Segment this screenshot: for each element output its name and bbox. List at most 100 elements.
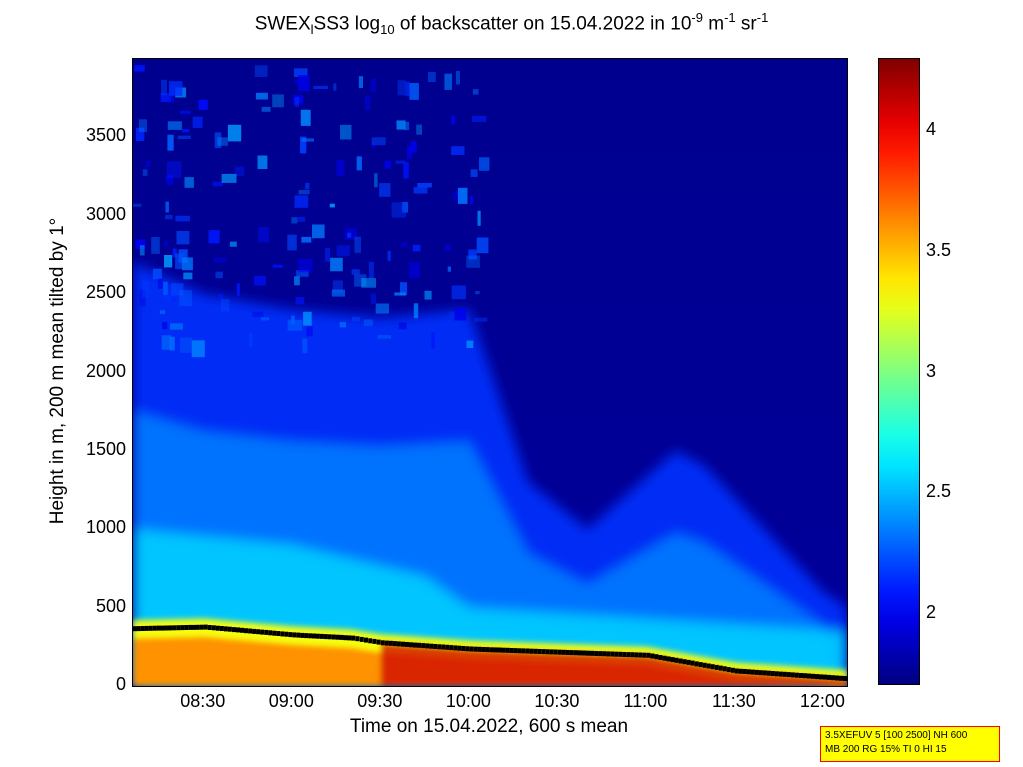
layer-marker xyxy=(835,675,839,681)
y-tick-label: 1000 xyxy=(85,517,126,538)
layer-marker xyxy=(272,630,277,636)
layer-marker xyxy=(219,626,224,631)
layer-marker xyxy=(521,648,526,654)
layer-marker xyxy=(425,643,430,649)
y-tick-label: 2500 xyxy=(85,282,126,303)
layer-marker xyxy=(706,663,711,669)
layer-marker xyxy=(529,648,534,654)
layer-marker xyxy=(347,635,352,641)
x-tick-label: 09:30 xyxy=(357,691,403,711)
layer-marker xyxy=(734,668,739,674)
x-tick-label: 10:00 xyxy=(445,691,491,711)
layer-marker xyxy=(634,652,639,658)
layer-marker xyxy=(384,640,389,646)
layer-marker xyxy=(501,647,506,653)
layer-marker xyxy=(722,666,727,672)
layer-marker xyxy=(445,644,450,650)
layer-marker xyxy=(794,672,799,678)
layer-marker xyxy=(248,628,253,634)
layer-marker xyxy=(453,645,458,651)
layer-marker xyxy=(594,651,599,656)
layer-marker xyxy=(730,667,735,673)
layer-marker xyxy=(557,649,562,655)
y-axis-label: Height in m, 200 m mean tilted by 1° xyxy=(47,217,68,525)
layer-marker xyxy=(590,650,594,656)
layer-marker xyxy=(140,626,145,631)
layer-marker xyxy=(541,649,546,655)
layer-marker xyxy=(569,650,574,656)
layer-marker xyxy=(533,648,538,654)
layer-marker xyxy=(678,658,683,664)
layer-marker xyxy=(714,664,719,670)
layer-marker xyxy=(811,673,815,679)
layer-marker xyxy=(698,662,703,668)
layer-marker xyxy=(437,644,442,650)
layer-marker xyxy=(392,641,397,647)
y-tick-label: 2000 xyxy=(85,360,126,381)
layer-markers xyxy=(133,624,847,681)
layer-marker xyxy=(517,648,522,654)
layer-marker xyxy=(750,669,755,675)
layer-marker xyxy=(505,647,510,653)
layer-marker xyxy=(682,659,687,665)
colorbar-tick-label: 3.5 xyxy=(926,239,952,260)
layer-marker xyxy=(549,649,554,655)
layer-marker xyxy=(770,671,775,676)
layer-marker xyxy=(782,671,787,677)
layer-marker xyxy=(433,644,438,649)
layer-marker xyxy=(614,651,619,657)
layer-marker xyxy=(654,654,659,660)
layer-marker xyxy=(650,653,655,659)
layer-marker xyxy=(525,648,530,654)
layer-marker xyxy=(807,673,811,679)
layer-marker xyxy=(376,639,381,645)
layer-marker xyxy=(718,665,723,671)
x-tick-label: 11:00 xyxy=(623,691,668,711)
layer-marker xyxy=(774,671,779,677)
x-tick-label: 11:30 xyxy=(712,691,756,711)
layer-marker xyxy=(180,625,185,631)
layer-marker xyxy=(331,634,336,640)
chart-title: SWEXlSS3 log10 of backscatter on 15.04.2… xyxy=(254,10,769,38)
layer-marker xyxy=(815,674,819,680)
layer-marker xyxy=(449,645,454,651)
layer-marker xyxy=(742,669,747,674)
layer-marker xyxy=(622,652,627,657)
layer-marker xyxy=(553,649,558,655)
layer-marker xyxy=(343,635,348,641)
info-box: 3.5XEFUV 5 [100 2500] NH 600 MB 200 RG 1… xyxy=(820,726,1000,762)
layer-marker xyxy=(292,632,297,638)
layer-marker xyxy=(686,659,691,665)
layer-marker xyxy=(586,650,590,656)
layer-marker xyxy=(843,676,847,681)
layer-marker xyxy=(485,647,490,653)
layer-marker xyxy=(252,628,257,634)
layer-marker xyxy=(642,652,647,658)
layer-marker xyxy=(738,668,743,674)
layer-marker xyxy=(232,627,236,633)
layer-marker xyxy=(561,649,566,655)
layer-marker xyxy=(758,670,763,676)
layer-marker xyxy=(215,625,220,631)
layer-marker xyxy=(509,648,514,653)
y-tick-label: 500 xyxy=(95,595,126,616)
layer-marker xyxy=(359,636,364,642)
layer-marker xyxy=(355,636,360,642)
layer-marker xyxy=(160,625,165,631)
layer-marker xyxy=(188,624,193,630)
layer-marker xyxy=(148,625,153,631)
x-axis-label: Time on 15.04.2022, 600 s mean xyxy=(349,716,629,737)
colorbar-tick-label: 4 xyxy=(926,119,937,140)
layer-marker xyxy=(256,629,261,635)
layer-marker xyxy=(662,655,667,661)
layer-marker xyxy=(388,640,393,646)
layer-marker xyxy=(441,644,446,650)
layer-marker xyxy=(413,642,417,648)
colorbar-tick-label: 2.5 xyxy=(926,481,952,502)
layer-marker xyxy=(133,626,137,632)
layer-marker xyxy=(156,625,161,631)
y-tick-label: 1500 xyxy=(85,438,126,459)
layer-marker xyxy=(762,670,767,676)
layer-marker xyxy=(461,646,466,651)
layer-marker xyxy=(364,637,368,643)
